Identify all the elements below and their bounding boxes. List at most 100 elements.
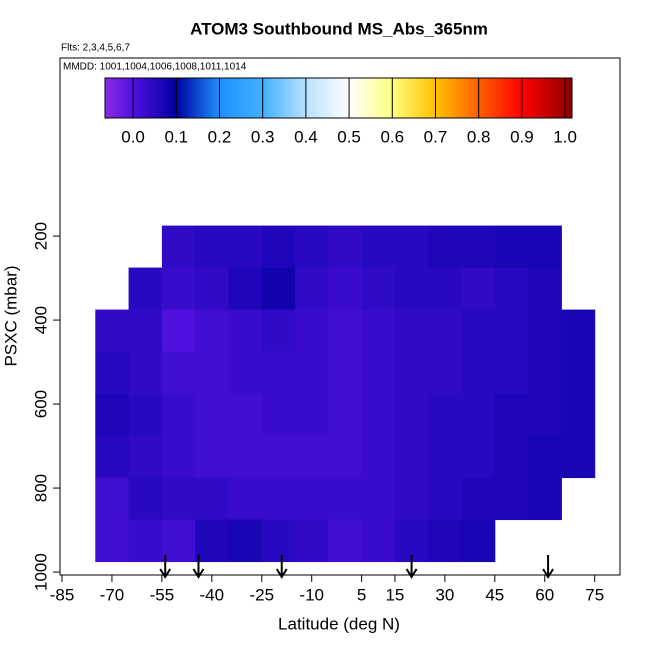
x-tick-label: 15 (385, 585, 404, 604)
heatmap-cell (361, 351, 396, 395)
heatmap-cell (428, 393, 463, 437)
heatmap-cell (528, 477, 562, 521)
heatmap-cell (428, 267, 463, 311)
y-tick-label: 200 (31, 222, 50, 250)
y-axis-label: PSXC (mbar) (1, 265, 20, 366)
annotation: MMDD: 1001,1004,1006,1008,1011,1014 (63, 62, 247, 73)
heatmap-cell (394, 309, 429, 353)
arrow-head (542, 568, 554, 579)
heatmap-cell (228, 267, 263, 311)
heatmap-cell (195, 351, 229, 395)
heatmap-cell (128, 519, 163, 563)
colorbar (104, 77, 573, 119)
heatmap-cell (295, 309, 329, 353)
heatmap-cell (128, 267, 163, 311)
heatmap-cell (195, 309, 229, 353)
heatmap-cell (561, 309, 596, 353)
heatmap-cell (228, 477, 263, 521)
heatmap-cell (195, 435, 229, 479)
heatmap-cell (361, 477, 396, 521)
arrow (542, 555, 554, 579)
heatmap-cell (461, 267, 496, 311)
heatmap-cell (95, 477, 130, 521)
x-tick-label: 30 (435, 585, 454, 604)
colorbar-tick-label: 0.5 (337, 127, 361, 146)
heatmap-cell (328, 519, 363, 563)
heatmap-cell (394, 351, 429, 395)
heatmap-cell (428, 309, 463, 353)
heatmap-cell (195, 225, 229, 269)
heatmap-cell (494, 225, 529, 269)
heatmap-cell (561, 435, 596, 479)
arrow-head (192, 568, 205, 579)
heatmap-cell (361, 393, 396, 437)
heatmap-cell (228, 435, 263, 479)
heatmap-cell (128, 351, 163, 395)
colorbar-tick-label: 0.4 (294, 127, 318, 146)
heatmap-cell (328, 309, 363, 353)
heatmap-cell (195, 519, 229, 563)
y-tick-label: 1000 (31, 553, 50, 591)
heatmap-cell (394, 267, 429, 311)
x-tick-label: -10 (299, 585, 324, 604)
heatmap-cell (428, 477, 463, 521)
arrow (192, 555, 205, 579)
heatmap-cell (361, 309, 396, 353)
x-tick-label: -40 (200, 585, 225, 604)
heatmap-cell (261, 267, 296, 311)
colorbar-tick-label: 0.2 (208, 127, 232, 146)
x-tick-label: -55 (150, 585, 175, 604)
heatmap-cell (295, 225, 329, 269)
heatmap-cell (95, 435, 130, 479)
heatmap-cell (128, 393, 163, 437)
arrow-head (275, 568, 288, 579)
subtitle: Flts: 2,3,4,5,6,7 (61, 43, 130, 54)
arrow (159, 555, 172, 579)
y-tick-label: 600 (31, 390, 50, 418)
heatmap-cell (528, 435, 562, 479)
heatmap-cell (461, 477, 496, 521)
colorbar-tick-label: 0.6 (380, 127, 404, 146)
heatmap-cell (161, 435, 196, 479)
overlay: 0.0 0.1 0.2 0.3 0.4 0.5 0.6 0.7 0.8 0.9 1.0 -85 -70 -… (31, 77, 604, 604)
heatmap-cell (528, 225, 562, 269)
heatmap-cell (295, 435, 329, 479)
heatmap-cell (261, 309, 296, 353)
heatmap-cell (328, 477, 363, 521)
heatmap-cell (128, 309, 163, 353)
heatmap-cell (228, 393, 263, 437)
heatmap-cell (328, 267, 363, 311)
heatmap-cell (494, 477, 529, 521)
heatmap-cell (528, 393, 562, 437)
heatmap-cell (461, 225, 496, 269)
colorbar-tick-label: 0.8 (467, 127, 491, 146)
heatmap-cell (461, 309, 496, 353)
colorbar-tick-label: 0.1 (164, 127, 188, 146)
heatmap-cell (494, 435, 529, 479)
heatmap-cell (161, 477, 196, 521)
colorbar-tick-label: 1.0 (553, 127, 577, 146)
heatmap-cell (95, 519, 130, 563)
heatmap-cell (361, 267, 396, 311)
heatmap-cell (361, 519, 396, 563)
heatmap-cell (261, 393, 296, 437)
colorbar-tick-label: 0.7 (424, 127, 448, 146)
heatmap-cell (95, 309, 130, 353)
heatmap-cell (161, 267, 196, 311)
heatmap-cell (128, 477, 163, 521)
x-tick-label: -85 (50, 585, 75, 604)
x-axis-label: Latitude (deg N) (278, 614, 400, 633)
heatmap-cell (228, 351, 263, 395)
heatmap-cell (261, 225, 296, 269)
heatmap-cell (361, 435, 396, 479)
heatmap-cell (428, 435, 463, 479)
heatmap-cell (161, 393, 196, 437)
heatmap-cell (561, 393, 596, 437)
colorbar-tick-label: 0.3 (251, 127, 275, 146)
heatmap-cell (328, 351, 363, 395)
heatmap-cell (195, 393, 229, 437)
heatmap-cell (394, 393, 429, 437)
heatmap-cell (161, 225, 196, 269)
heatmap-cell (394, 225, 429, 269)
